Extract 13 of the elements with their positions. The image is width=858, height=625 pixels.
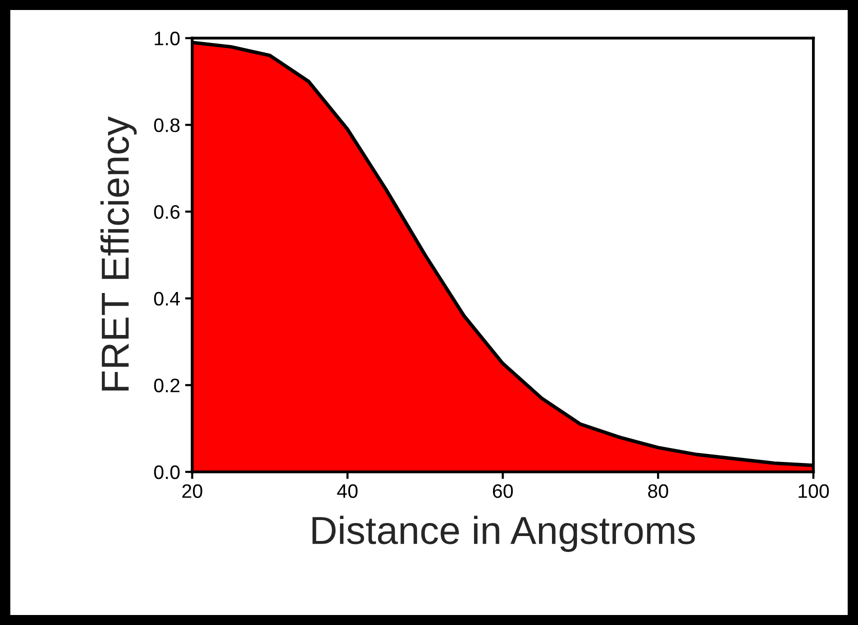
y-tick-label: 0.2	[154, 378, 180, 392]
x-tick-label: 100	[798, 484, 829, 498]
x-tick-label: 40	[337, 484, 358, 498]
y-tick-label: 0.4	[154, 292, 180, 306]
y-tick-label: 0.8	[154, 118, 180, 132]
x-axis-title: Distance in Angstroms	[312, 516, 695, 552]
x-tick-label: 20	[182, 484, 202, 498]
x-tick-label: 60	[492, 484, 513, 498]
y-tick-label: 1.0	[154, 32, 180, 46]
x-tick-label: 80	[648, 484, 668, 498]
y-tick-label: 0.0	[154, 465, 180, 480]
y-tick-label: 0.6	[154, 205, 180, 219]
y-axis-title: FRET Efficiency	[100, 116, 137, 391]
